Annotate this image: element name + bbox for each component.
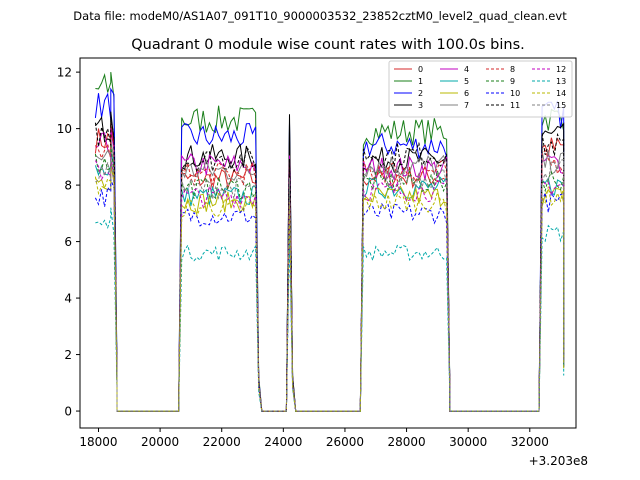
legend-label-15: 15 xyxy=(556,101,566,110)
series-line-14 xyxy=(94,167,565,412)
series-line-7 xyxy=(95,139,565,412)
x-offset-label: +3.203e8 xyxy=(529,454,588,468)
series-line-15 xyxy=(95,156,565,412)
x-tick-label: 30000 xyxy=(449,435,487,449)
legend-box xyxy=(388,60,573,118)
legend-label-2: 2 xyxy=(418,89,423,98)
legend-label-6: 6 xyxy=(464,89,469,98)
series-line-2 xyxy=(94,87,565,412)
x-tick-label: 18000 xyxy=(79,435,117,449)
x-tick-label: 24000 xyxy=(264,435,302,449)
legend-label-13: 13 xyxy=(556,77,566,86)
y-tick-label: 4 xyxy=(64,292,72,306)
series-line-8 xyxy=(94,134,565,412)
series-line-11 xyxy=(94,117,565,412)
plot-frame xyxy=(79,57,577,429)
y-tick-label: 12 xyxy=(57,66,72,80)
series-line-9 xyxy=(94,145,565,412)
y-tick-label: 10 xyxy=(57,122,72,136)
legend-label-1: 1 xyxy=(418,77,423,86)
y-tick-label: 6 xyxy=(64,235,72,249)
series-line-13 xyxy=(95,207,565,412)
series-line-6 xyxy=(95,162,565,412)
legend-label-14: 14 xyxy=(556,89,566,98)
series-line-5 xyxy=(94,151,565,412)
series-line-10 xyxy=(94,179,565,412)
figure-suptitle: Data file: modeM0/AS1A07_091T10_90000035… xyxy=(73,9,567,23)
x-tick-label: 28000 xyxy=(387,435,425,449)
series-line-3 xyxy=(95,111,565,412)
series-line-4 xyxy=(95,128,565,412)
series-line-0 xyxy=(94,122,565,412)
axes: 18000 20000 22000 24000 26000 28000 30000 32000… xyxy=(57,66,549,449)
x-tick-label: 26000 xyxy=(326,435,364,449)
y-tick-label: 8 xyxy=(64,179,72,193)
x-tick-label: 22000 xyxy=(203,435,241,449)
chart-title: Quadrant 0 module wise count rates with … xyxy=(131,37,525,53)
x-tick-label: 32000 xyxy=(511,435,549,449)
legend-label-7: 7 xyxy=(464,101,469,110)
series-lines xyxy=(94,72,565,412)
legend-label-8: 8 xyxy=(510,65,515,74)
y-tick-label: 2 xyxy=(64,348,72,362)
legend-label-0: 0 xyxy=(418,65,423,74)
series-line-12 xyxy=(94,153,565,412)
x-tick-label: 20000 xyxy=(141,435,179,449)
legend-label-12: 12 xyxy=(556,65,566,74)
series-line-1 xyxy=(95,72,565,412)
legend-label-10: 10 xyxy=(510,89,520,98)
legend-label-11: 11 xyxy=(510,101,520,110)
legend-label-5: 5 xyxy=(464,77,469,86)
legend-label-3: 3 xyxy=(418,101,423,110)
y-tick-label: 0 xyxy=(64,405,72,419)
legend-label-4: 4 xyxy=(464,65,469,74)
legend-label-9: 9 xyxy=(510,77,515,86)
